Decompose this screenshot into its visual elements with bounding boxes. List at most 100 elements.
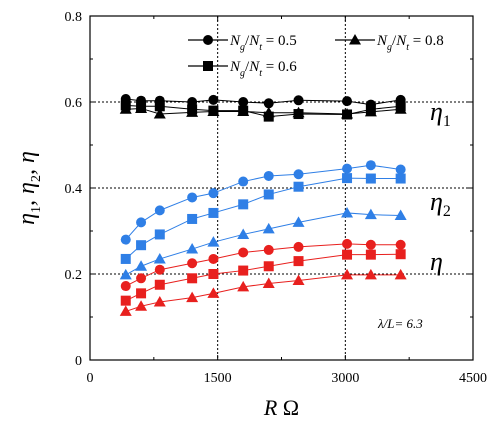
data-point-square: [203, 61, 213, 71]
data-point-square: [136, 288, 147, 299]
data-point-triangle: [207, 287, 220, 298]
data-point-square: [136, 240, 147, 251]
legend-label: Ng/Nt = 0.6: [229, 59, 297, 79]
label-eta2: η2: [430, 187, 451, 220]
data-point-circle: [203, 35, 213, 45]
series-eta2-triangle: [119, 206, 407, 280]
series-line: [125, 243, 401, 287]
x-axis-title: R Ω: [263, 395, 299, 420]
data-point-triangle: [119, 268, 132, 280]
series-eta1-triangle: [119, 102, 407, 119]
data-point-triangle: [262, 106, 275, 118]
y-tick-label: 0.4: [65, 182, 83, 197]
data-point-circle: [238, 97, 249, 107]
data-point-triangle: [262, 222, 275, 234]
data-point-circle: [342, 163, 353, 174]
data-point-square: [342, 173, 353, 184]
data-point-circle: [208, 94, 219, 105]
data-point-circle: [365, 160, 376, 171]
data-point-square: [120, 295, 131, 306]
data-point-circle: [208, 188, 219, 199]
data-point-square: [238, 265, 249, 276]
data-point-square: [263, 189, 274, 200]
data-point-circle: [293, 241, 304, 252]
series-eta-circle: [120, 238, 406, 292]
x-tick-label: 1500: [204, 371, 232, 386]
y-tick-label: 0: [75, 354, 82, 369]
data-point-triangle: [186, 243, 199, 254]
data-point-circle: [263, 244, 274, 255]
data-point-triangle: [349, 34, 361, 45]
data-point-circle: [238, 247, 249, 258]
data-point-circle: [154, 264, 165, 275]
data-point-circle: [293, 95, 304, 106]
data-point-triangle: [394, 103, 407, 114]
data-point-triangle: [237, 105, 250, 116]
data-point-triangle: [237, 280, 250, 292]
data-point-square: [293, 181, 304, 192]
data-point-triangle: [186, 291, 199, 303]
annotations: η1 η2 η λ/L= 6.3 R Ω η1, η2, η: [14, 97, 451, 420]
data-point-triangle: [341, 206, 354, 218]
label-lambda-ratio: λ/L= 6.3: [377, 316, 423, 331]
data-point-triangle: [153, 252, 166, 264]
legend-label: Ng/Nt = 0.8: [376, 33, 444, 53]
data-point-triangle: [135, 102, 148, 113]
data-point-triangle: [186, 106, 199, 117]
grid-lines: [90, 16, 473, 360]
series-line: [125, 177, 401, 260]
data-point-triangle: [119, 305, 132, 316]
data-point-circle: [120, 281, 131, 292]
data-point-triangle: [292, 216, 305, 227]
data-series: [119, 93, 407, 316]
data-point-circle: [154, 205, 165, 216]
data-point-triangle: [394, 209, 407, 221]
data-point-triangle: [292, 106, 305, 118]
data-point-square: [365, 249, 376, 260]
data-point-circle: [238, 176, 249, 187]
data-point-circle: [365, 239, 376, 250]
data-point-triangle: [207, 105, 220, 116]
data-point-circle: [342, 96, 353, 107]
data-point-circle: [136, 273, 147, 284]
data-point-circle: [120, 234, 131, 245]
data-point-triangle: [262, 277, 275, 288]
data-point-circle: [342, 238, 353, 249]
data-point-circle: [187, 192, 198, 203]
legend: Ng/Nt = 0.5 Ng/Nt = 0.8 Ng/Nt = 0.6: [188, 33, 444, 79]
data-point-circle: [263, 170, 274, 181]
data-point-square: [293, 256, 304, 267]
series-line: [125, 104, 401, 118]
data-point-triangle: [341, 108, 354, 119]
data-point-square: [208, 269, 219, 279]
series-eta-square: [120, 249, 406, 306]
data-point-triangle: [364, 268, 377, 280]
y-tick-label: 0.8: [65, 10, 83, 25]
data-point-square: [238, 199, 249, 210]
series-eta2-circle: [120, 160, 406, 245]
data-point-triangle: [153, 295, 166, 307]
y-tick-label: 0.6: [65, 96, 83, 111]
data-point-square: [154, 101, 165, 112]
label-eta1: η1: [430, 97, 451, 130]
x-tick-label: 0: [87, 371, 94, 386]
data-point-triangle: [207, 236, 220, 247]
data-point-triangle: [153, 108, 166, 119]
data-point-square: [263, 261, 274, 272]
data-point-circle: [208, 253, 219, 264]
data-point-triangle: [394, 268, 407, 280]
axis-ticks: 0 1500 3000 4500 0 0.2 0.4 0.6 0.8: [65, 10, 488, 386]
data-point-circle: [263, 98, 274, 109]
data-point-circle: [187, 258, 198, 269]
label-eta: η: [430, 247, 443, 276]
data-point-circle: [293, 169, 304, 180]
x-tick-label: 4500: [459, 371, 487, 386]
data-point-triangle: [135, 300, 148, 311]
series-eta-triangle: [119, 268, 407, 316]
legend-label: Ng/Nt = 0.5: [229, 33, 297, 53]
data-point-square: [120, 253, 131, 264]
series-eta2-square: [120, 173, 406, 264]
data-point-circle: [395, 239, 406, 250]
x-tick-label: 3000: [331, 371, 359, 386]
